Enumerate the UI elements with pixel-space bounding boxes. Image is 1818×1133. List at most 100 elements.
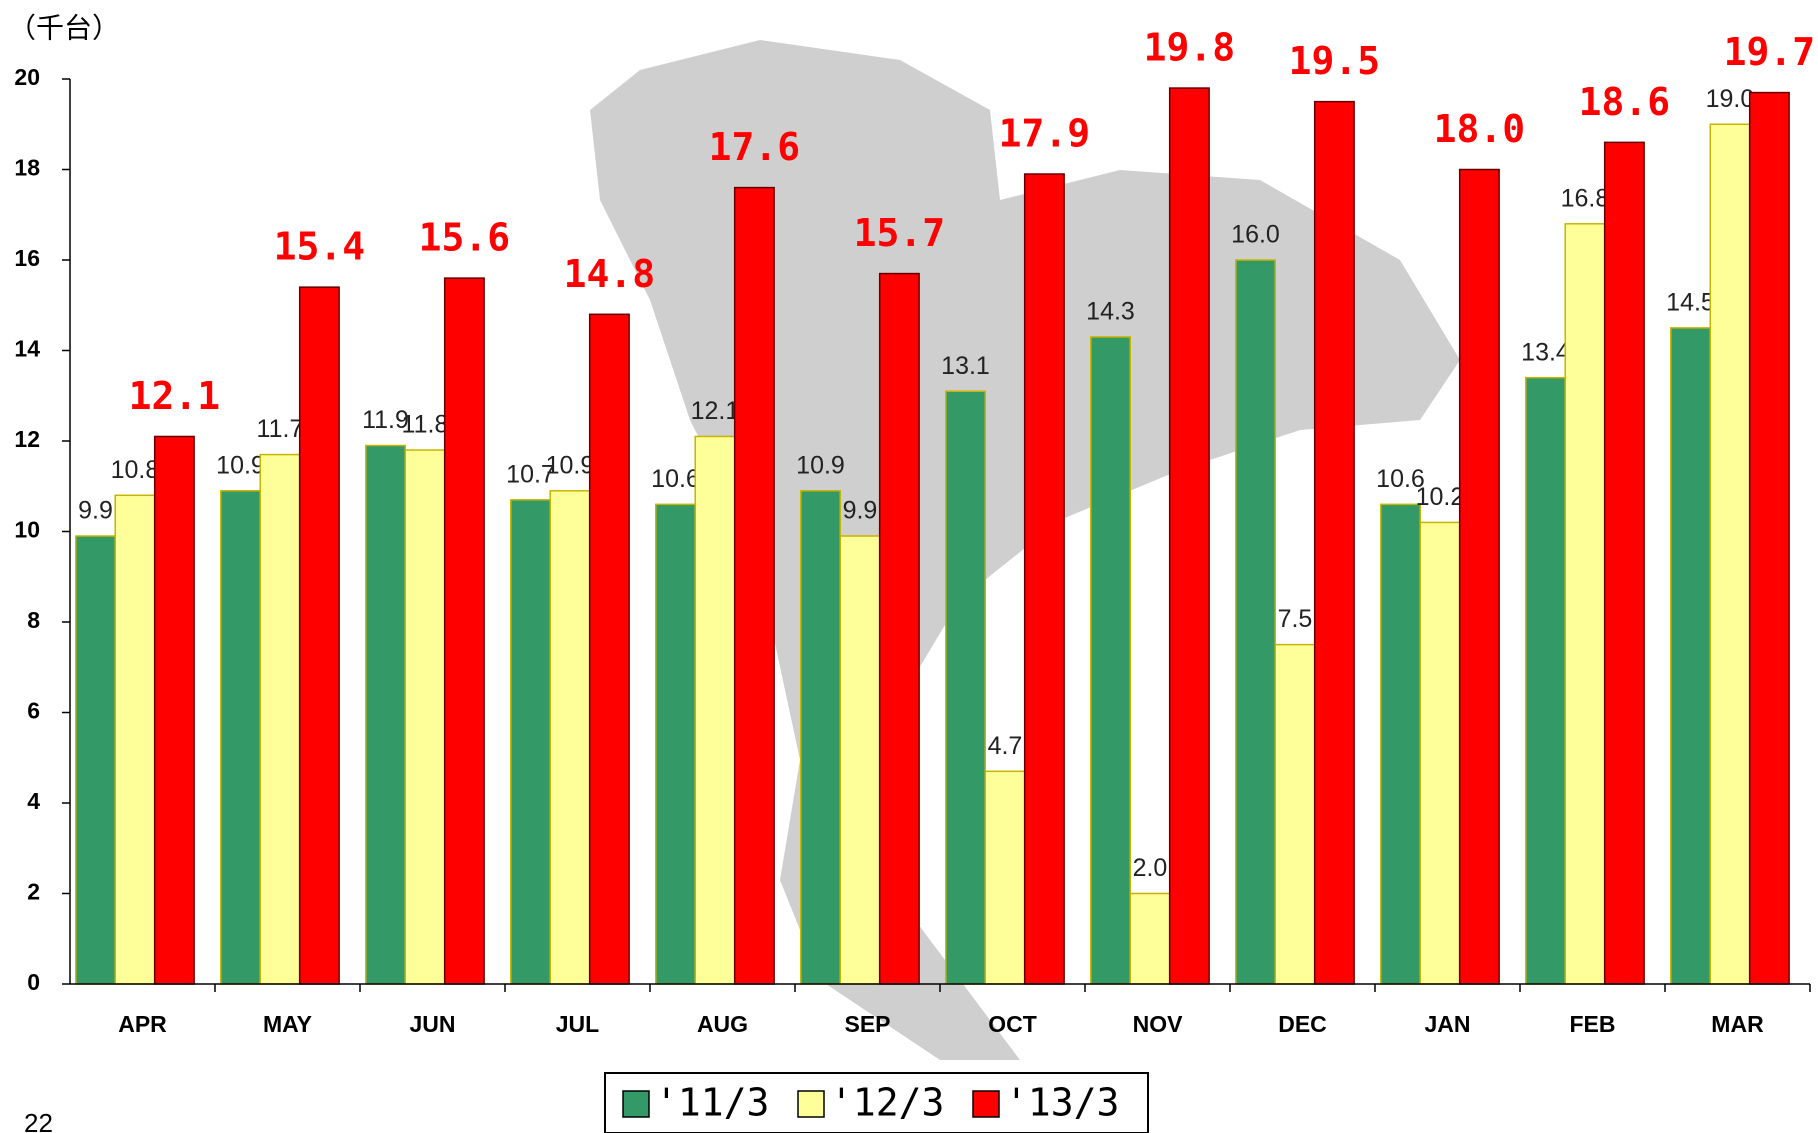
x-tick-label: MAR [1711, 1011, 1764, 1037]
bar [878, 272, 920, 985]
value-label: 19.0 [1706, 85, 1755, 113]
value-label: 14.3 [1086, 298, 1135, 326]
value-label: 13.4 [1521, 338, 1570, 366]
bar [984, 770, 1026, 985]
legend-box [604, 1072, 1149, 1133]
value-label: 2.0 [1133, 854, 1168, 882]
y-tick-label: 2 [27, 879, 40, 905]
bar [839, 535, 881, 985]
value-label: 17.6 [709, 125, 801, 169]
y-tick-label: 20 [14, 64, 40, 90]
value-label: 17.9 [999, 112, 1091, 156]
value-label: 14.5 [1666, 288, 1715, 316]
value-label: 19.5 [1289, 39, 1381, 83]
bar [1458, 168, 1500, 985]
y-tick-label: 18 [14, 155, 40, 181]
legend-swatch [972, 1090, 1000, 1118]
legend-label: '12/3 [830, 1081, 944, 1125]
value-label: 19.7 [1724, 30, 1816, 74]
bar [1603, 141, 1645, 985]
bar [510, 499, 551, 985]
bar [365, 444, 406, 985]
x-tick-label: AUG [697, 1011, 748, 1037]
bar [1709, 123, 1751, 985]
unit-label: （千台） [8, 12, 120, 43]
value-label: 10.7 [506, 460, 555, 488]
y-tick-label: 4 [27, 788, 40, 814]
bar [220, 490, 261, 985]
value-label: 12.1 [691, 397, 740, 425]
value-label: 10.2 [1416, 483, 1465, 511]
y-tick-label: 14 [14, 336, 40, 362]
bar [1748, 91, 1790, 985]
y-tick-label: 0 [27, 969, 40, 995]
legend-label: '13/3 [1005, 1081, 1119, 1125]
bar [259, 453, 301, 985]
value-label: 7.5 [1278, 605, 1313, 633]
y-tick-label: 10 [14, 517, 40, 543]
x-tick-label: JAN [1424, 1011, 1470, 1037]
bar [800, 490, 841, 985]
x-tick-label: JUN [409, 1011, 455, 1037]
x-tick-label: APR [118, 1011, 167, 1037]
value-label: 9.9 [843, 497, 878, 525]
bar [694, 435, 736, 985]
value-label: 4.7 [988, 732, 1023, 760]
bar [733, 186, 775, 985]
value-label: 10.9 [546, 451, 595, 479]
x-tick-label: SEP [844, 1011, 890, 1037]
x-tick-label: JUL [556, 1011, 599, 1037]
value-label: 10.9 [796, 451, 845, 479]
bar [1090, 336, 1131, 985]
bar [1023, 173, 1065, 985]
y-tick-label: 6 [27, 698, 40, 724]
value-label: 18.0 [1434, 107, 1526, 151]
value-label: 11.9 [362, 406, 409, 434]
x-tick-label: FEB [1570, 1011, 1616, 1037]
bar [75, 535, 116, 985]
legend-swatch [622, 1090, 650, 1118]
x-tick-label: NOV [1133, 1011, 1184, 1037]
value-label: 15.6 [419, 216, 511, 260]
value-label: 10.6 [651, 465, 700, 493]
value-label: 9.9 [78, 497, 113, 525]
value-label: 11.7 [257, 415, 304, 443]
bar [1380, 503, 1421, 985]
bar [549, 490, 591, 985]
bar [1525, 376, 1566, 985]
legend-label: '11/3 [655, 1081, 769, 1125]
value-label: 18.6 [1579, 80, 1671, 124]
bar [1274, 643, 1316, 985]
bar [443, 277, 485, 985]
page-number: 22 [24, 1108, 53, 1133]
legend-swatch [797, 1090, 825, 1118]
y-tick-label: 8 [27, 607, 40, 633]
value-label: 16.8 [1561, 184, 1610, 212]
bar [114, 494, 156, 985]
value-label: 14.8 [564, 252, 656, 296]
bar [655, 503, 696, 985]
bar [1419, 521, 1461, 985]
bar [945, 390, 986, 985]
value-label: 12.1 [129, 374, 221, 418]
value-label: 13.1 [941, 352, 990, 380]
x-tick-label: MAY [263, 1011, 312, 1037]
bar [1168, 87, 1210, 985]
y-tick-label: 16 [14, 245, 40, 271]
bar [1129, 892, 1171, 985]
bar [1564, 223, 1606, 985]
value-label: 19.8 [1144, 26, 1236, 70]
bar [1670, 327, 1711, 985]
bar [298, 286, 340, 985]
value-label: 10.8 [111, 456, 160, 484]
y-tick-label: 12 [14, 426, 40, 452]
bar [1313, 100, 1355, 985]
bar [153, 435, 195, 985]
value-label: 11.8 [402, 411, 449, 439]
bar [404, 449, 446, 985]
value-label: 16.0 [1231, 221, 1280, 249]
value-label: 10.6 [1376, 465, 1425, 493]
value-label: 15.7 [854, 211, 946, 255]
value-label: 15.4 [274, 225, 366, 269]
